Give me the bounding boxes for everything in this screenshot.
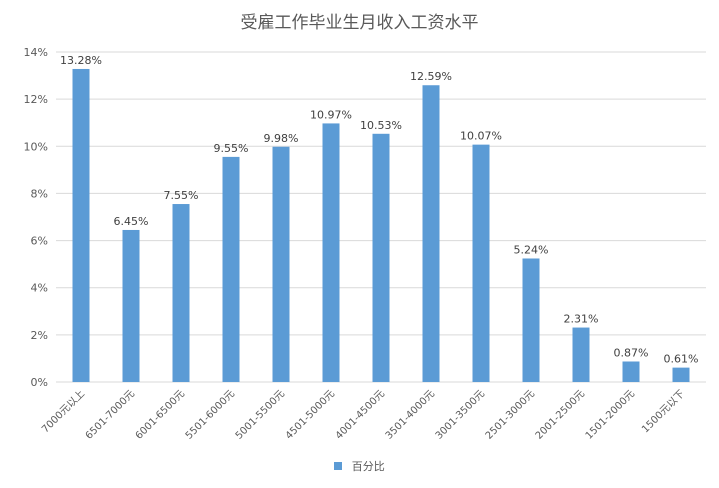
data-label: 9.55%	[214, 142, 249, 155]
bar	[522, 258, 540, 382]
y-tick-label: 2%	[31, 329, 48, 342]
bar	[622, 361, 640, 382]
x-tick-label: 4001-4500元	[334, 388, 387, 441]
x-tick-label: 4501-5000元	[284, 388, 337, 441]
bar	[72, 68, 90, 382]
y-tick-label: 8%	[31, 187, 48, 200]
chart-title: 受雇工作毕业生月收入工资水平	[240, 13, 479, 33]
data-label: 10.53%	[360, 119, 402, 132]
bar	[322, 123, 340, 383]
data-label: 9.98%	[264, 132, 299, 145]
legend-swatch	[334, 462, 343, 470]
x-tick-label: 6501-7000元	[84, 388, 137, 441]
data-label: 2.31%	[564, 313, 599, 326]
x-tick-label: 5501-6000元	[184, 388, 237, 441]
data-label: 0.87%	[614, 346, 649, 359]
data-label: 12.59%	[410, 70, 452, 83]
bar	[422, 85, 440, 382]
x-tick-label: 1500元以下	[640, 388, 687, 435]
bar	[472, 144, 490, 382]
y-tick-label: 12%	[24, 93, 48, 106]
x-tick-label: 3001-3500元	[434, 388, 487, 441]
data-label: 10.07%	[460, 130, 502, 143]
data-label: 0.61%	[664, 353, 699, 366]
bar	[222, 156, 240, 382]
bar	[272, 146, 290, 382]
y-tick-label: 4%	[31, 282, 48, 295]
x-tick-label: 2501-3000元	[484, 388, 537, 441]
legend: 百分比	[0, 458, 719, 474]
x-tick-label: 2001-2500元	[534, 388, 587, 441]
x-tick-label: 3501-4000元	[384, 388, 437, 441]
bar	[122, 229, 140, 382]
legend-label: 百分比	[351, 460, 385, 473]
bar	[172, 204, 190, 382]
y-tick-label: 0%	[31, 376, 48, 389]
bar	[572, 327, 590, 382]
data-label: 13.28%	[60, 54, 102, 67]
y-tick-label: 14%	[24, 46, 48, 59]
y-tick-label: 10%	[24, 140, 48, 153]
data-label: 7.55%	[164, 189, 199, 202]
bar	[672, 367, 690, 382]
x-tick-label: 6001-6500元	[134, 388, 187, 441]
y-tick-label: 6%	[31, 235, 48, 248]
x-tick-label: 5001-5500元	[234, 388, 287, 441]
x-tick-label: 7000元以上	[39, 388, 87, 436]
x-tick-label: 1501-2000元	[584, 388, 637, 441]
data-label: 6.45%	[114, 215, 149, 228]
data-label: 10.97%	[310, 108, 352, 121]
bar	[372, 133, 390, 382]
data-label: 5.24%	[514, 243, 549, 256]
